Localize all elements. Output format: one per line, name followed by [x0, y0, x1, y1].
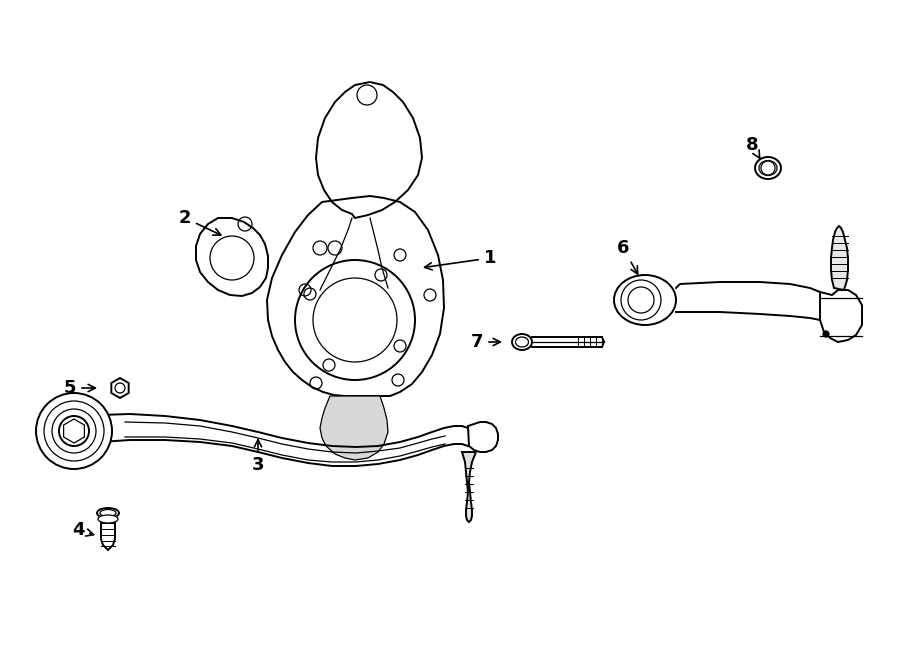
Text: 3: 3 [252, 440, 265, 474]
Ellipse shape [614, 275, 676, 325]
Ellipse shape [97, 508, 119, 518]
Polygon shape [101, 517, 115, 550]
Circle shape [823, 331, 829, 337]
Text: 1: 1 [425, 249, 496, 270]
Polygon shape [820, 290, 862, 342]
Text: 5: 5 [64, 379, 95, 397]
Ellipse shape [98, 515, 118, 523]
Polygon shape [831, 226, 848, 290]
Polygon shape [462, 452, 476, 522]
Text: 6: 6 [616, 239, 638, 274]
Text: 4: 4 [72, 521, 94, 539]
Polygon shape [112, 378, 129, 398]
Ellipse shape [512, 334, 532, 350]
Text: 8: 8 [746, 136, 760, 159]
Circle shape [761, 161, 775, 175]
Polygon shape [468, 422, 498, 452]
Circle shape [36, 393, 112, 469]
Ellipse shape [755, 157, 781, 179]
Text: 7: 7 [471, 333, 500, 351]
Circle shape [115, 383, 125, 393]
Text: 2: 2 [179, 209, 220, 235]
Polygon shape [320, 396, 388, 460]
